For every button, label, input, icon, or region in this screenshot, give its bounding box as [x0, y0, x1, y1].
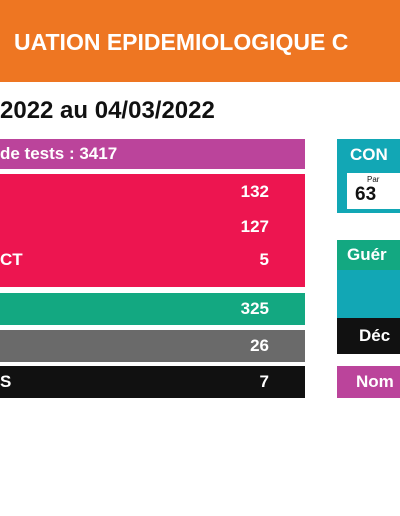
positives-row: 132 — [0, 178, 305, 206]
positives-block: 132 127 CT 5 — [0, 174, 305, 287]
contacts-par-label: Par — [367, 175, 380, 184]
gray-row: 26 — [0, 330, 305, 362]
positives-row-value: 5 — [259, 250, 269, 269]
black-label: S — [0, 372, 12, 391]
tests-label: de tests : 3417 — [0, 144, 118, 163]
positives-row-value: 132 — [240, 182, 269, 201]
gueris-row: 325 — [0, 293, 305, 325]
deces-card-label: Déc — [337, 318, 400, 354]
positives-row-label: CT — [0, 250, 23, 269]
nombre-card-label: Nom — [337, 366, 400, 398]
black-row: S 7 — [0, 366, 305, 398]
gueris-value: 325 — [240, 299, 269, 318]
banner-title: UATION EPIDEMIOLOGIQUE C — [14, 29, 349, 55]
contacts-value: 63 — [355, 184, 377, 205]
contacts-title: CON — [350, 145, 388, 164]
positives-row-value: 127 — [240, 217, 269, 236]
period-text: 2022 au 04/03/2022 — [0, 97, 215, 124]
gueris-card-body — [337, 270, 400, 318]
positives-row: CT 5 — [0, 246, 305, 274]
positives-row: 127 — [0, 213, 305, 241]
contacts-card: CON Par 63 — [337, 139, 400, 213]
gray-value: 26 — [250, 336, 269, 355]
header-banner — [0, 0, 400, 82]
black-value: 7 — [259, 372, 269, 391]
contacts-box: Par 63 — [347, 173, 400, 209]
gueris-card-label: Guér — [337, 240, 400, 270]
tests-row: de tests : 3417 — [0, 139, 305, 169]
